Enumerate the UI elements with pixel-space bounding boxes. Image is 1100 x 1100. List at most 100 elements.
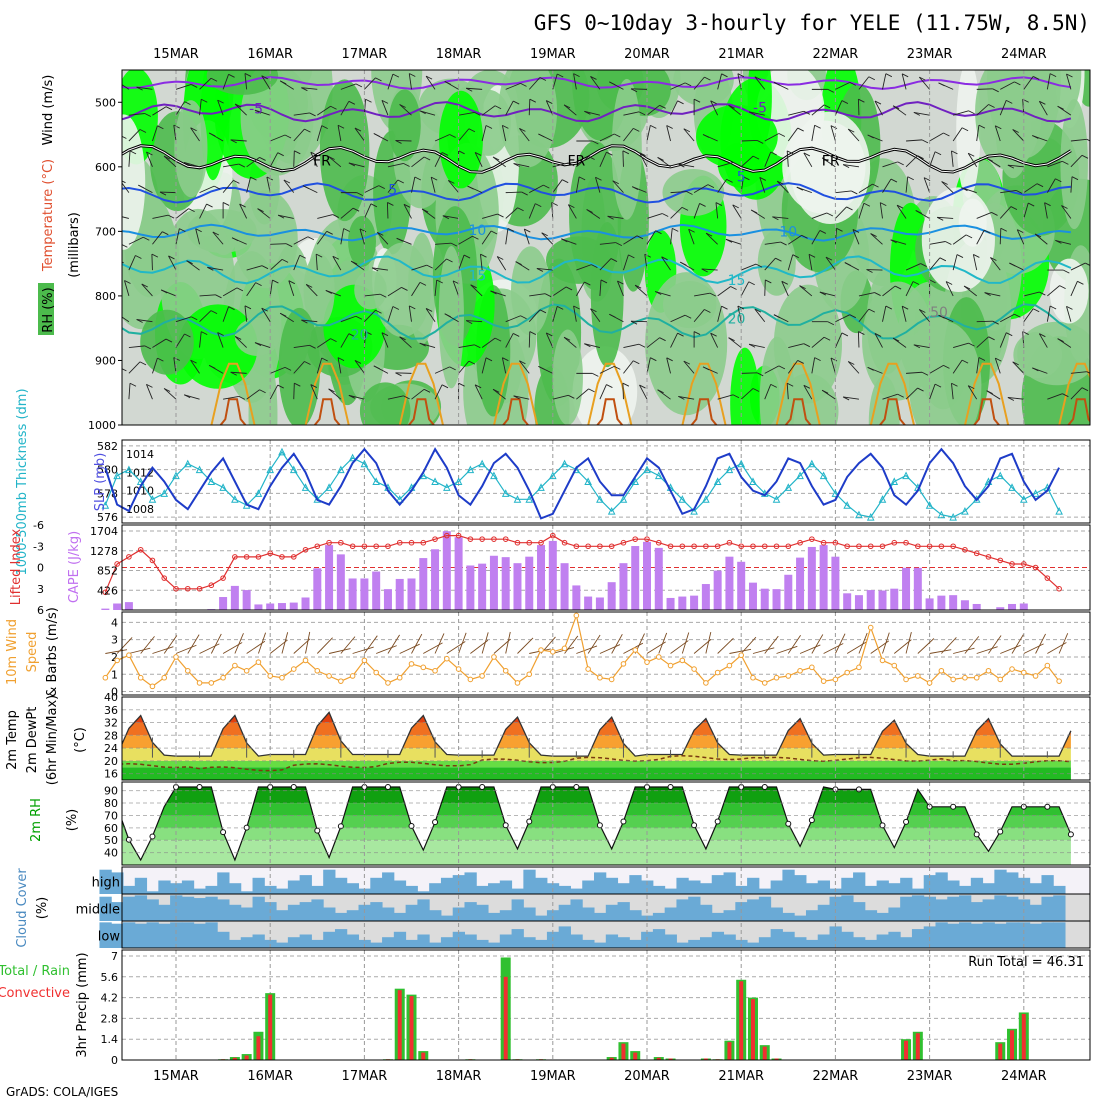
wind-barb [207, 266, 224, 271]
wind-barb [269, 280, 273, 296]
wind-barb [270, 134, 286, 142]
wind-barb [261, 75, 271, 90]
wind-barb [184, 394, 200, 400]
thickness-marker [548, 471, 557, 480]
wind-speed-marker [232, 662, 238, 669]
wind-barb [670, 332, 678, 348]
top-date-label: 17MAR [342, 47, 388, 62]
wind-barb [623, 360, 634, 374]
wind-barb-flag [991, 212, 998, 216]
wind-barb [1000, 313, 1015, 323]
lifted-index-marker [644, 536, 650, 542]
wind-barb-flag [826, 212, 834, 217]
cape-bar [678, 596, 687, 610]
wind-barb-flag [715, 202, 723, 206]
wind10m-barb [493, 638, 511, 654]
wind-barb-flag [90, 110, 96, 113]
wind-barb-flag [436, 279, 443, 284]
cloud-cell [205, 885, 218, 894]
wind-barb-flag [963, 285, 971, 290]
rh-shade [1017, 321, 1090, 386]
wind-barb [434, 134, 450, 142]
precip-tick-label: 4.2 [101, 992, 119, 1005]
wind-barb-flag [301, 87, 308, 92]
wind-barb [715, 202, 719, 219]
wind-barb [1023, 183, 1038, 194]
rh2m-band [122, 790, 1071, 804]
cape-bar [831, 556, 840, 610]
cloud-cell [900, 877, 913, 894]
wind-speed-marker [1032, 673, 1039, 679]
wind-barb-flag [609, 81, 616, 86]
wind-barb-flag [309, 112, 316, 117]
wind-barb-flag [913, 344, 921, 349]
wind-barb-flag [517, 207, 524, 212]
wind-barb [835, 206, 847, 219]
wind-barb-flag [1007, 397, 1015, 401]
wind-barb-flag [710, 332, 717, 337]
top-date-label: 15MAR [153, 47, 199, 62]
wind-barb [717, 394, 734, 400]
cloud-cell [499, 880, 513, 894]
wind-barb-flag [1066, 73, 1073, 78]
cloud-cell [605, 877, 619, 894]
isotherm-line [775, 362, 821, 425]
wind-barb [552, 162, 569, 168]
thickness-marker [348, 453, 357, 462]
wind-barb-flag [354, 360, 362, 364]
cloud-cell [252, 896, 265, 921]
cloud-cell [1041, 875, 1054, 894]
cape-bar [478, 563, 487, 610]
wind-speed-marker [349, 673, 356, 679]
cape-bar [1008, 603, 1017, 610]
wind-barb [146, 384, 153, 400]
wind-barb-flag [901, 305, 909, 310]
wind-speed-marker [137, 674, 144, 681]
wind-speed-marker [655, 654, 662, 660]
wind-barb-flag [474, 384, 482, 389]
wind-barb [387, 179, 399, 193]
wind-barb [788, 343, 804, 348]
wind-barb-flag [622, 150, 630, 155]
cloud-cell [841, 895, 854, 921]
rh2m-band [122, 815, 1071, 828]
li-tick-label: -6 [33, 519, 44, 532]
cape-bar [395, 578, 404, 610]
wind-barb [670, 207, 683, 219]
wind-barb-flag [213, 185, 221, 190]
cloud-cell [205, 922, 218, 948]
wind-barb-flag [961, 359, 969, 364]
contour-label: FR [567, 153, 585, 169]
thickness-marker [678, 495, 687, 503]
wind-barb-flag [849, 81, 856, 86]
wind-barb [717, 179, 727, 193]
lifted-index-marker [302, 546, 309, 553]
wind-barb-flag [920, 263, 927, 267]
cloud-cell [217, 872, 230, 894]
rh2m-marker [761, 783, 768, 790]
wind-barb [623, 235, 638, 245]
cape-bar [242, 590, 251, 610]
wind-barb [913, 344, 930, 348]
wind10m-barb [316, 637, 333, 654]
cloud-cell [1017, 877, 1031, 894]
wind-barb [293, 150, 295, 167]
rh-shade [909, 321, 982, 425]
cloud-cell [193, 923, 206, 948]
wind-barb [764, 279, 766, 296]
wind-barb-flag [978, 357, 986, 361]
rh2m-marker [714, 818, 721, 825]
wind-barb-flag [941, 181, 948, 185]
rh2m-marker [1044, 803, 1051, 810]
wind-barb [737, 73, 742, 90]
wind-barb-flag [765, 279, 772, 284]
wind-barb [419, 110, 436, 116]
slp-tick-label: 1010 [126, 485, 154, 498]
wind-barb [458, 235, 473, 245]
cloud-cell [346, 883, 360, 894]
wind-barb [976, 320, 993, 323]
wind10m-barb [152, 646, 174, 654]
wind-barb-flag [279, 312, 287, 317]
wind-barb-flag [136, 319, 143, 323]
